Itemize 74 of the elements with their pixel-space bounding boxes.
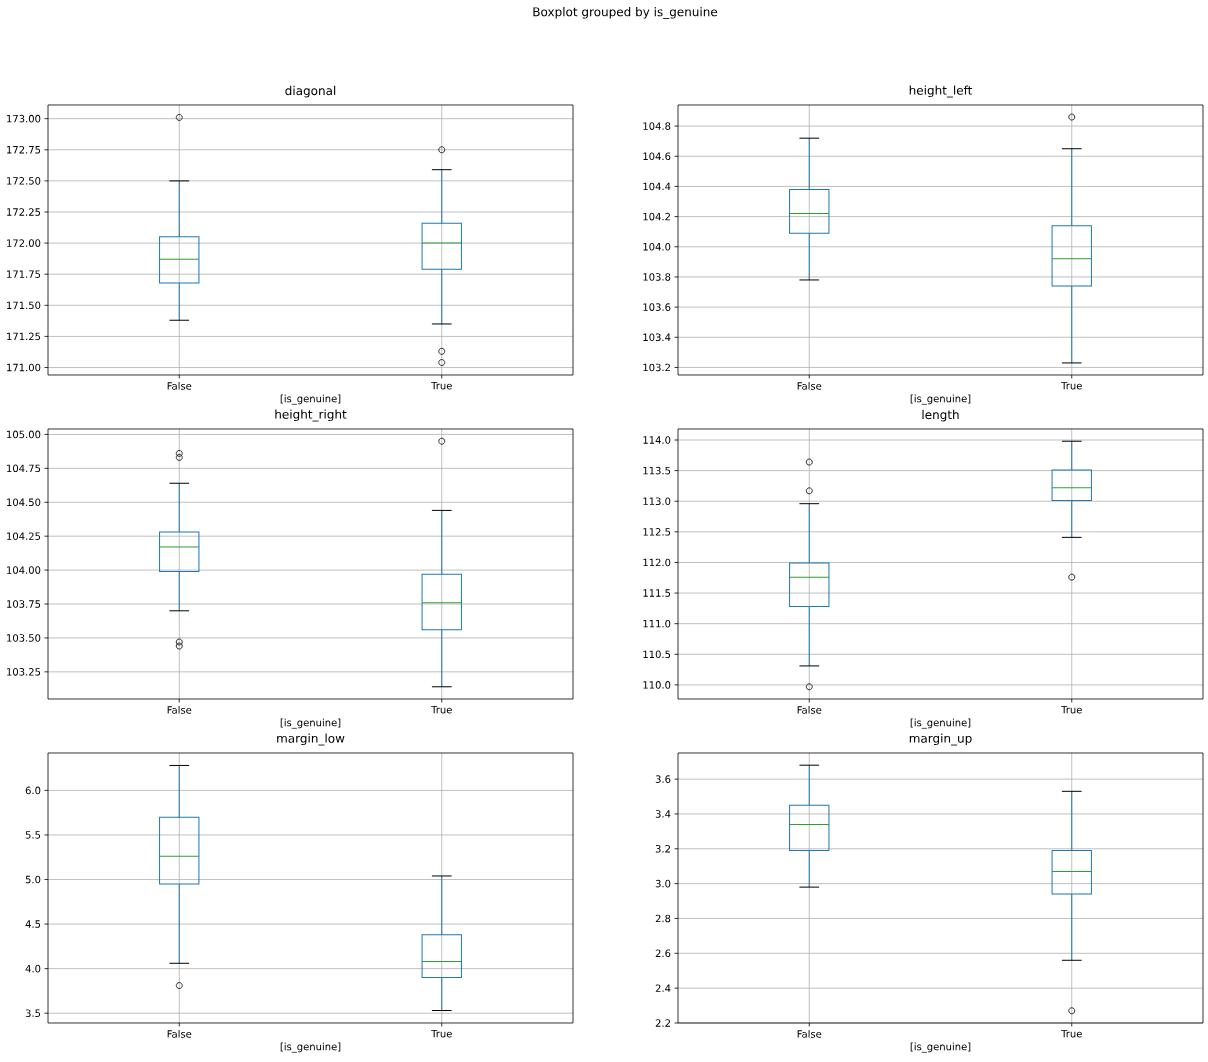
y-tick-label: 113.5 bbox=[643, 466, 671, 475]
y-tick-label: 104.6 bbox=[643, 152, 671, 161]
y-tick-label: 110.5 bbox=[643, 650, 671, 659]
x-axis-title: [is_genuine] bbox=[280, 718, 341, 729]
y-tick-label: 104.50 bbox=[7, 498, 41, 507]
y-tick-label: 171.00 bbox=[7, 363, 41, 372]
chart-title: height_right bbox=[275, 409, 347, 422]
y-tick-label: 171.75 bbox=[7, 270, 41, 278]
x-tick-label: False bbox=[167, 1030, 192, 1038]
y-tick-label: 4.0 bbox=[25, 964, 41, 973]
chart-title: margin_low bbox=[277, 733, 345, 746]
y-tick-label: 3.2 bbox=[655, 845, 670, 853]
chart-title: length bbox=[922, 409, 959, 422]
x-tick-label: True bbox=[1061, 706, 1082, 714]
y-tick-label: 110.0 bbox=[643, 681, 671, 689]
x-tick-label: True bbox=[1061, 1030, 1082, 1038]
y-tick-label: 3.4 bbox=[655, 810, 671, 818]
y-tick-label: 104.4 bbox=[643, 182, 671, 191]
y-tick-label: 3.6 bbox=[655, 775, 671, 783]
y-tick-label: 103.8 bbox=[643, 273, 671, 281]
x-tick-label: False bbox=[797, 1030, 822, 1038]
y-tick-label: 104.8 bbox=[643, 122, 671, 130]
x-axis-title: [is_genuine] bbox=[910, 1042, 971, 1053]
y-tick-label: 4.5 bbox=[25, 920, 41, 928]
y-tick-label: 112.5 bbox=[643, 528, 671, 536]
y-tick-label: 2.2 bbox=[655, 1019, 670, 1027]
chart-title: height_left bbox=[909, 85, 973, 98]
y-tick-label: 172.00 bbox=[7, 239, 41, 247]
text: Boxplot grouped by is_genuine bbox=[533, 7, 718, 19]
x-tick-label: False bbox=[797, 706, 822, 714]
y-tick-label: 172.50 bbox=[7, 177, 41, 185]
y-tick-label: 104.25 bbox=[7, 532, 41, 540]
x-tick-label: False bbox=[797, 382, 822, 390]
y-tick-label: 172.75 bbox=[7, 145, 41, 154]
y-tick-label: 104.75 bbox=[7, 464, 41, 473]
y-tick-label: 171.25 bbox=[7, 332, 41, 341]
y-tick-label: 113.0 bbox=[643, 497, 671, 506]
y-tick-label: 103.4 bbox=[643, 333, 671, 342]
x-tick-label: True bbox=[431, 1030, 452, 1038]
y-tick-label: 111.5 bbox=[643, 589, 671, 597]
y-tick-label: 104.00 bbox=[7, 566, 41, 574]
y-tick-label: 103.50 bbox=[7, 634, 41, 642]
y-tick-label: 2.6 bbox=[655, 949, 671, 958]
y-tick-label: 111.0 bbox=[643, 619, 671, 628]
y-tick-label: 173.00 bbox=[7, 114, 41, 123]
y-tick-label: 114.0 bbox=[643, 436, 671, 444]
y-tick-label: 103.6 bbox=[643, 303, 671, 311]
x-axis-title: [is_genuine] bbox=[910, 394, 971, 405]
x-tick-label: False bbox=[167, 382, 192, 390]
y-tick-label: 105.00 bbox=[7, 430, 41, 439]
y-tick-label: 103.2 bbox=[643, 363, 670, 372]
y-tick-label: 5.0 bbox=[25, 875, 41, 884]
chart-title: diagonal bbox=[285, 85, 336, 98]
x-tick-label: True bbox=[431, 382, 452, 390]
x-axis-title: [is_genuine] bbox=[280, 1042, 341, 1053]
y-tick-label: 6.0 bbox=[25, 786, 41, 795]
x-tick-label: True bbox=[431, 706, 452, 714]
y-tick-label: 112.0 bbox=[643, 558, 671, 567]
x-tick-label: True bbox=[1061, 382, 1082, 390]
x-tick-label: False bbox=[167, 706, 192, 714]
chart-title: margin_up bbox=[909, 733, 972, 746]
y-tick-label: 104.0 bbox=[643, 242, 671, 251]
x-axis-title: [is_genuine] bbox=[910, 718, 971, 729]
y-tick-label: 3.0 bbox=[655, 879, 671, 888]
y-tick-label: 2.8 bbox=[655, 914, 671, 923]
y-tick-label: 2.4 bbox=[655, 984, 671, 992]
x-axis-title: [is_genuine] bbox=[280, 394, 341, 405]
y-tick-label: 103.25 bbox=[7, 668, 41, 676]
y-tick-label: 172.25 bbox=[7, 208, 41, 216]
y-tick-label: 104.2 bbox=[643, 212, 670, 221]
y-tick-label: 3.5 bbox=[25, 1009, 41, 1017]
y-tick-label: 171.50 bbox=[7, 301, 41, 310]
y-tick-label: 103.75 bbox=[7, 600, 41, 608]
y-tick-label: 5.5 bbox=[25, 831, 41, 839]
